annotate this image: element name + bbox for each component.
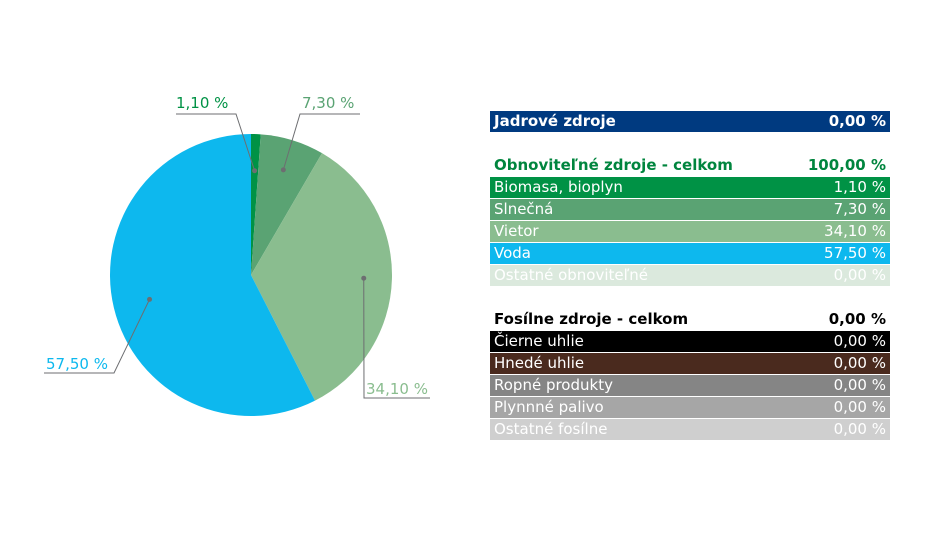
legend-table: Jadrové zdroje 0,00 % Obnoviteľné zdroje… [490, 111, 890, 441]
row-value: 0,00 % [833, 420, 886, 438]
row-label: Voda [494, 244, 531, 262]
callout-dot [252, 168, 258, 174]
row-value: 0,00 % [833, 354, 886, 372]
table-row: Plynnné palivo 0,00 % [490, 397, 890, 418]
table-row: Čierne uhlie 0,00 % [490, 331, 890, 352]
row-value: 57,50 % [824, 244, 886, 262]
callout-dot [147, 296, 153, 302]
table-row: Voda 57,50 % [490, 243, 890, 264]
callout-line [44, 299, 150, 374]
row-label: Ropné produkty [494, 376, 613, 394]
table-row: Ropné produkty 0,00 % [490, 375, 890, 396]
row-value: 7,30 % [833, 200, 886, 218]
row-label: Biomasa, bioplyn [494, 178, 623, 196]
row-value: 100,00 % [807, 156, 886, 174]
pie-slice [251, 153, 392, 401]
data-label: 1,10 % [176, 94, 228, 112]
renewable-total-row: Obnoviteľné zdroje - celkom 100,00 % [490, 155, 890, 176]
row-label: Plynnné palivo [494, 398, 604, 416]
table-row: Slnečná 7,30 % [490, 199, 890, 220]
row-value: 0,00 % [833, 332, 886, 350]
table-row: Ostatné obnoviteľné 0,00 % [490, 265, 890, 286]
row-label: Ostatné fosílne [494, 420, 608, 438]
table-row: Hnedé uhlie 0,00 % [490, 353, 890, 374]
row-value: 0,00 % [828, 112, 886, 130]
callout-line [282, 113, 360, 171]
row-value: 34,10 % [824, 222, 886, 240]
pie-chart: 1,10 % 7,30 % 34,10 % 57,50 % [44, 94, 430, 416]
row-value: 0,00 % [833, 398, 886, 416]
pie-slice [110, 134, 316, 416]
callout-dot [280, 167, 286, 173]
table-row: Vietor 34,10 % [490, 221, 890, 242]
row-label: Vietor [494, 222, 539, 240]
row-label: Čierne uhlie [494, 332, 584, 350]
row-label: Slnečná [494, 200, 554, 218]
row-value: 0,00 % [833, 266, 886, 284]
callout-line [363, 278, 430, 399]
fossil-total-row: Fosílne zdroje - celkom 0,00 % [490, 309, 890, 330]
callout-dot [361, 275, 367, 281]
row-value: 1,10 % [833, 178, 886, 196]
row-label: Fosílne zdroje - celkom [494, 310, 689, 328]
row-value: 0,00 % [833, 376, 886, 394]
row-value: 0,00 % [828, 310, 886, 328]
pie-slice [251, 134, 323, 275]
nuclear-row: Jadrové zdroje 0,00 % [490, 111, 890, 132]
row-label: Ostatné obnoviteľné [494, 266, 648, 284]
row-label: Jadrové zdroje [494, 112, 616, 130]
data-label: 57,50 % [46, 355, 108, 373]
callout-line [176, 113, 256, 171]
data-label: 34,10 % [366, 380, 428, 398]
table-row: Biomasa, bioplyn 1,10 % [490, 177, 890, 198]
data-label: 7,30 % [302, 94, 354, 112]
row-label: Obnoviteľné zdroje - celkom [494, 156, 733, 174]
table-row: Ostatné fosílne 0,00 % [490, 419, 890, 440]
row-label: Hnedé uhlie [494, 354, 585, 372]
